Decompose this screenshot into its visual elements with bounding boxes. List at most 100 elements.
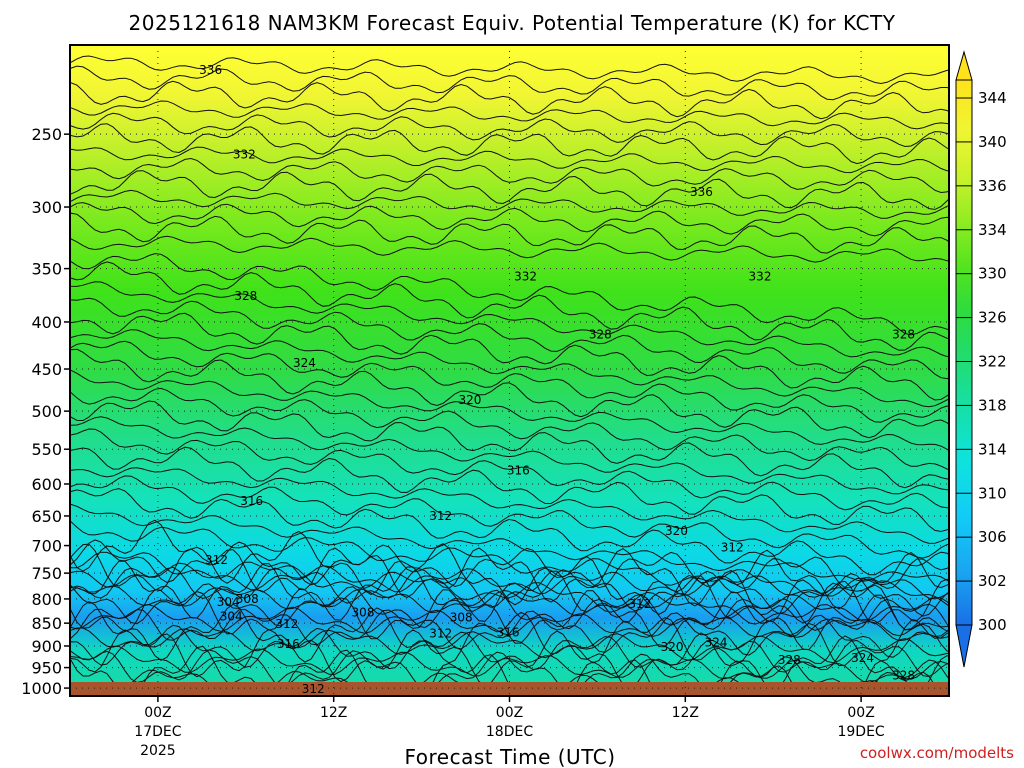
x-tick-label: 12Z (672, 705, 699, 721)
contour-label: 312 (205, 553, 228, 567)
colorbar-label: 310 (978, 484, 1007, 502)
contour-line (70, 446, 949, 533)
contour-label: 312 (429, 509, 452, 523)
colorbar-label: 306 (978, 528, 1007, 546)
contour-label: 316 (497, 625, 520, 639)
contour-line (70, 649, 949, 696)
contour-label: 336 (690, 185, 713, 199)
colorbar-label: 318 (978, 396, 1007, 414)
contour-label: 328 (892, 669, 915, 683)
colorbar: 300 302 306 310 314 318 322 326 330 334 336 340 344 (955, 50, 1007, 668)
ground-strip (70, 682, 949, 696)
contour-label: 324 (851, 651, 874, 665)
y-tick-label: 400 (31, 313, 62, 332)
y-tick-label: 650 (31, 507, 62, 526)
colorbar-label: 326 (978, 309, 1007, 327)
contour-line (70, 627, 949, 664)
contour-line (70, 608, 949, 658)
chart-title: 2025121618 NAM3KM Forecast Equiv. Potent… (129, 11, 896, 35)
contour-line (70, 539, 949, 589)
contour-line (70, 123, 949, 165)
y-tick-label: 1000 (21, 679, 62, 698)
x-axis-title: Forecast Time (UTC) (404, 745, 615, 768)
x-tick-label: 00Z (847, 705, 874, 721)
contour-label: 324 (705, 635, 728, 649)
contour-line (70, 281, 949, 358)
y-tick-label: 350 (31, 260, 62, 279)
contour-label: 304 (217, 595, 240, 609)
colorbar-label: 340 (978, 133, 1007, 151)
contour-label: 332 (749, 270, 772, 284)
contour-line (70, 503, 949, 583)
colorbar-top-arrow (955, 50, 973, 81)
contour-label: 316 (507, 463, 530, 477)
contour-label: 304 (220, 610, 243, 624)
contour-label: 320 (458, 393, 481, 407)
contour-line (70, 297, 949, 380)
y-tick-label: 500 (31, 402, 62, 421)
x-tick-date: 19DEC (837, 724, 884, 740)
contour-label: 328 (892, 328, 915, 342)
contour-label: 328 (778, 653, 801, 667)
contour-line (70, 80, 949, 120)
colorbar-label: 314 (978, 440, 1007, 458)
contour-line (70, 55, 949, 85)
contour-line (70, 369, 949, 451)
contour-label: 308 (352, 606, 375, 620)
contour-label: 312 (275, 617, 298, 631)
y-tick-label: 550 (31, 440, 62, 459)
contour-label: 316 (277, 637, 300, 651)
contour-line (70, 312, 949, 401)
y-tick-label: 950 (31, 659, 62, 678)
y-tick-label: 700 (31, 537, 62, 556)
y-tick-label: 450 (31, 360, 62, 379)
x-axis: 00Z 17DEC 2025 12Z 00Z 18DEC 12Z 00Z 19DEC (134, 696, 885, 759)
colorbar-label: 300 (978, 616, 1007, 634)
colorbar-label: 336 (978, 177, 1007, 195)
y-tick-label: 750 (31, 564, 62, 583)
contour-label: 328 (234, 289, 257, 303)
contour-label: 332 (233, 147, 256, 161)
contour-line (70, 560, 949, 625)
contour-label: 308 (450, 610, 473, 624)
contour-line (70, 624, 949, 678)
contour-label: 332 (514, 270, 537, 284)
contour-label: 312 (721, 540, 744, 554)
contour-label: 312 (302, 682, 325, 696)
contour-line (70, 112, 949, 148)
contour-label: 312 (628, 597, 651, 611)
colorbar-label: 322 (978, 353, 1007, 371)
contour-label: 324 (293, 356, 316, 370)
contour-line (70, 202, 949, 237)
y-tick-label: 900 (31, 637, 62, 656)
x-tick-label: 00Z (144, 705, 171, 721)
y-tick-label: 250 (31, 125, 62, 144)
contour-label: 316 (240, 494, 263, 508)
contour-label: 308 (236, 592, 259, 606)
contour-lines (70, 55, 949, 696)
contour-line (70, 520, 949, 607)
contour-line (70, 428, 949, 511)
contour-line (70, 400, 949, 489)
contour-label: 336 (199, 63, 222, 77)
credit-text: coolwx.com/modelts (860, 744, 1014, 762)
x-tick-date: 17DEC (134, 724, 181, 740)
contour-label: 320 (661, 640, 684, 654)
y-axis: 250 300 350 400 450 500 550 600 650 700 750 800 850 9… (21, 125, 70, 698)
x-tick-label: 12Z (320, 705, 347, 721)
contour-labels: 336 332 336 332 332 328 328 328 324 320 316 316 312 3… (199, 63, 915, 696)
contour-label: 320 (665, 524, 688, 538)
contour-line (70, 189, 949, 219)
contour-label: 328 (589, 328, 612, 342)
y-tick-label: 300 (31, 198, 62, 217)
contour-line (70, 583, 949, 631)
colorbar-label: 334 (978, 221, 1007, 239)
contour-label: 312 (429, 626, 452, 640)
contour-line (70, 645, 949, 684)
contour-line (70, 157, 949, 194)
plot-area: 336 332 336 332 332 328 328 328 324 320 316 316 312 3… (69, 44, 950, 697)
y-tick-label: 600 (31, 475, 62, 494)
contour-line (70, 601, 949, 667)
contour-line (70, 562, 949, 600)
